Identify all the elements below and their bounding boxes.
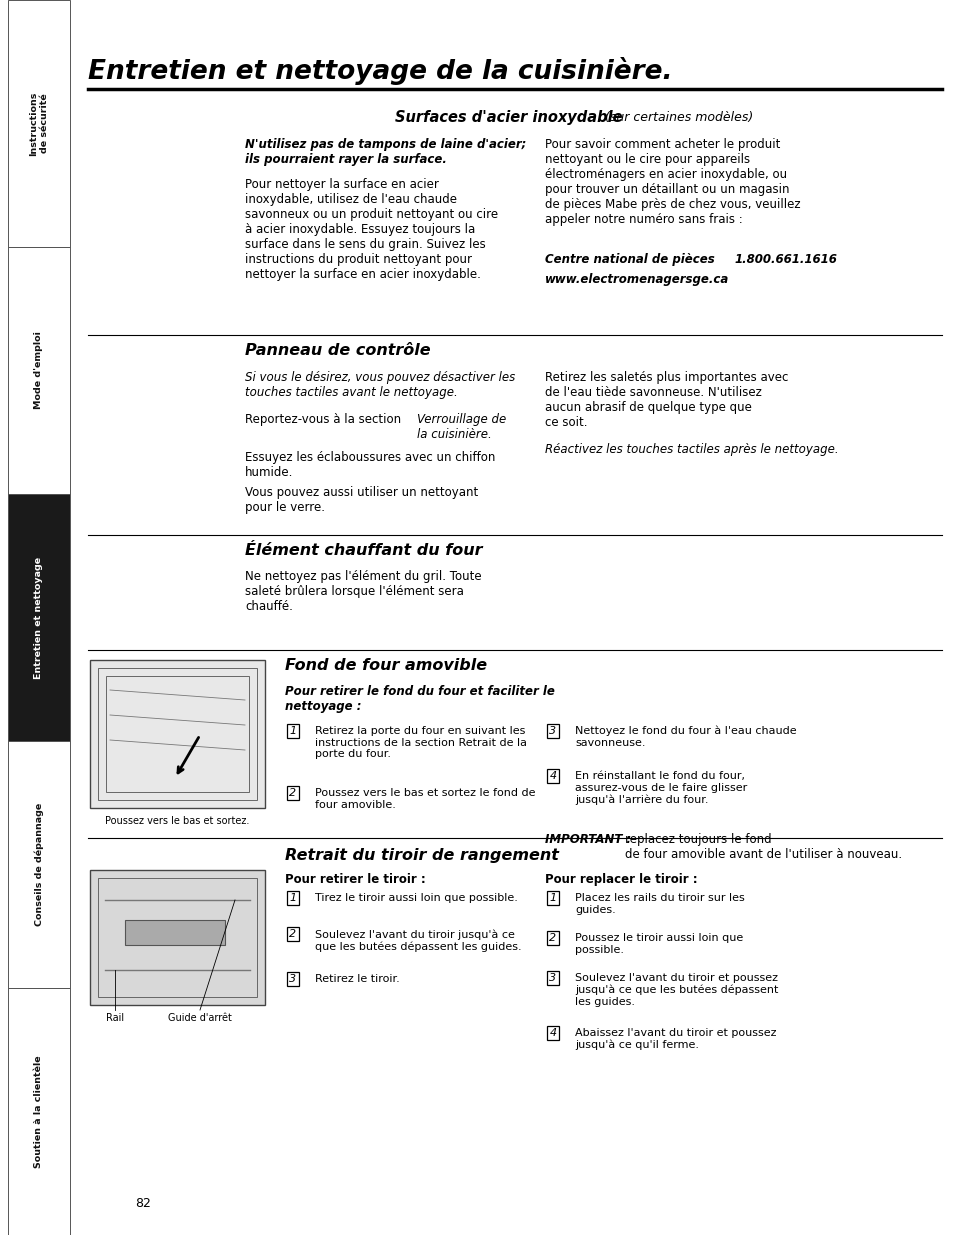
Bar — [90, 659, 265, 808]
Text: Centre national de pièces: Centre national de pièces — [544, 253, 714, 266]
Text: 3: 3 — [549, 973, 556, 983]
Text: 1: 1 — [289, 893, 296, 903]
Bar — [8, 741, 70, 988]
Text: Retirez la porte du four en suivant les
instructions de la section Retrait de la: Retirez la porte du four en suivant les … — [314, 726, 526, 760]
Bar — [8, 0, 70, 247]
Text: 4: 4 — [549, 1028, 556, 1037]
Text: 2: 2 — [289, 929, 296, 939]
Text: Conseils de dépannage: Conseils de dépannage — [34, 803, 44, 926]
Text: Entretien et nettoyage: Entretien et nettoyage — [34, 557, 44, 678]
Text: Essuyez les éclaboussures avec un chiffon
humide.: Essuyez les éclaboussures avec un chiffo… — [245, 451, 495, 479]
Bar — [8, 247, 70, 494]
Text: Abaissez l'avant du tiroir et poussez
jusqu'à ce qu'il ferme.: Abaissez l'avant du tiroir et poussez ju… — [575, 1028, 776, 1050]
Text: Soulevez l'avant du tiroir jusqu'à ce
que les butées dépassent les guides.: Soulevez l'avant du tiroir jusqu'à ce qu… — [314, 929, 521, 952]
Text: 1: 1 — [289, 726, 296, 736]
Bar — [8, 247, 70, 494]
Bar — [98, 878, 256, 997]
Text: Verrouillage de
la cuisinière.: Verrouillage de la cuisinière. — [416, 412, 506, 441]
Text: Réactivez les touches tactiles après le nettoyage.: Réactivez les touches tactiles après le … — [544, 443, 838, 456]
Text: (sur certaines modèles): (sur certaines modèles) — [604, 111, 753, 124]
Text: Guide d'arrêt: Guide d'arrêt — [168, 1013, 232, 1023]
Bar — [8, 0, 70, 247]
Text: 2: 2 — [289, 788, 296, 798]
Text: Soulevez l'avant du tiroir et poussez
jusqu'à ce que les butées dépassent
les gu: Soulevez l'avant du tiroir et poussez ju… — [575, 973, 778, 1007]
Text: Vous pouvez aussi utiliser un nettoyant
pour le verre.: Vous pouvez aussi utiliser un nettoyant … — [245, 487, 477, 514]
Bar — [8, 741, 70, 988]
Text: 1.800.661.1616: 1.800.661.1616 — [734, 253, 837, 266]
Bar — [8, 988, 70, 1235]
Text: Poussez le tiroir aussi loin que
possible.: Poussez le tiroir aussi loin que possibl… — [575, 932, 742, 955]
Text: Soutien à la clientèle: Soutien à la clientèle — [34, 1055, 44, 1168]
Bar — [106, 676, 249, 792]
Text: Ne nettoyez pas l'élément du gril. Toute
saleté brûlera lorsque l'élément sera
c: Ne nettoyez pas l'élément du gril. Toute… — [245, 571, 481, 613]
Bar — [8, 988, 70, 1235]
Text: Fond de four amovible: Fond de four amovible — [285, 658, 487, 673]
Text: Poussez vers le bas et sortez.: Poussez vers le bas et sortez. — [105, 816, 250, 826]
Text: Mode d'emploi: Mode d'emploi — [34, 331, 44, 410]
Text: 2: 2 — [549, 932, 556, 944]
Text: En réinstallant le fond du four,
assurez-vous de le faire glisser
jusqu'à l'arri: En réinstallant le fond du four, assurez… — [575, 771, 746, 805]
Text: Retirez les saletés plus importantes avec
de l'eau tiède savonneuse. N'utilisez
: Retirez les saletés plus importantes ave… — [544, 370, 787, 429]
Text: Reportez-vous à la section: Reportez-vous à la section — [245, 412, 404, 426]
Bar — [98, 668, 256, 800]
Text: Panneau de contrôle: Panneau de contrôle — [245, 343, 430, 358]
Bar — [90, 869, 265, 1005]
Text: Surfaces d'acier inoxydable: Surfaces d'acier inoxydable — [395, 110, 622, 125]
Bar — [8, 494, 70, 741]
Text: 4: 4 — [549, 771, 556, 781]
Text: Pour retirer le tiroir :: Pour retirer le tiroir : — [285, 873, 425, 885]
Text: www.electromenagersge.ca: www.electromenagersge.ca — [544, 273, 728, 287]
Text: Retrait du tiroir de rangement: Retrait du tiroir de rangement — [285, 848, 558, 863]
Text: Instructions
de sécurité: Instructions de sécurité — [30, 91, 49, 156]
Text: Poussez vers le bas et sortez le fond de
four amovible.: Poussez vers le bas et sortez le fond de… — [314, 788, 535, 810]
Text: Si vous le désirez, vous pouvez désactiver les
touches tactiles avant le nettoya: Si vous le désirez, vous pouvez désactiv… — [245, 370, 515, 399]
Text: Tirez le tiroir aussi loin que possible.: Tirez le tiroir aussi loin que possible. — [314, 893, 517, 903]
Bar — [125, 920, 225, 945]
Text: N'utilisez pas de tampons de laine d'acier;
ils pourraient rayer la surface.: N'utilisez pas de tampons de laine d'aci… — [245, 138, 526, 165]
Text: Pour nettoyer la surface en acier
inoxydable, utilisez de l'eau chaude
savonneux: Pour nettoyer la surface en acier inoxyd… — [245, 178, 497, 282]
Text: 3: 3 — [289, 974, 296, 984]
Text: Retirez le tiroir.: Retirez le tiroir. — [314, 974, 399, 984]
Text: Pour replacer le tiroir :: Pour replacer le tiroir : — [544, 873, 697, 885]
Text: Rail: Rail — [106, 1013, 124, 1023]
Text: replacez toujours le fond
de four amovible avant de l'utiliser à nouveau.: replacez toujours le fond de four amovib… — [624, 832, 902, 861]
Text: 82: 82 — [135, 1197, 151, 1210]
Text: Entretien et nettoyage de la cuisinière.: Entretien et nettoyage de la cuisinière. — [88, 57, 672, 85]
Text: 1: 1 — [549, 893, 556, 903]
Bar — [8, 494, 70, 741]
Text: Pour savoir comment acheter le produit
nettoyant ou le cire pour appareils
élect: Pour savoir comment acheter le produit n… — [544, 138, 800, 226]
Text: Élément chauffant du four: Élément chauffant du four — [245, 543, 482, 558]
Text: Placez les rails du tiroir sur les
guides.: Placez les rails du tiroir sur les guide… — [575, 893, 744, 915]
Text: Nettoyez le fond du four à l'eau chaude
savonneuse.: Nettoyez le fond du four à l'eau chaude … — [575, 726, 796, 748]
Text: Pour retirer le fond du four et faciliter le
nettoyage :: Pour retirer le fond du four et facilite… — [285, 685, 555, 713]
Text: 3: 3 — [549, 726, 556, 736]
Text: IMPORTANT :: IMPORTANT : — [544, 832, 631, 846]
